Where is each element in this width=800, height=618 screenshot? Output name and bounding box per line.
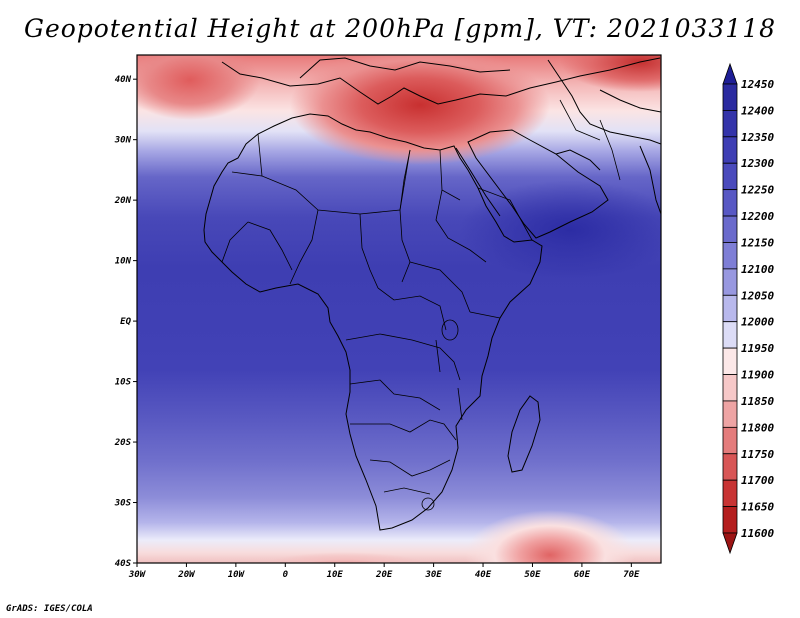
lat-tick-label: 10N bbox=[115, 257, 132, 267]
colorbar-label: 12400 bbox=[741, 104, 774, 117]
colorbar-label: 11800 bbox=[741, 421, 774, 434]
colorbar-segment bbox=[722, 110, 738, 138]
longitude-axis: 30W 20W 10W 0 10E 20E 30E 40E 50E 60E 70E bbox=[128, 563, 640, 580]
colorbar-segment bbox=[722, 215, 738, 243]
colorbar-segment bbox=[722, 242, 738, 270]
lon-tick-label: 60E bbox=[574, 570, 591, 580]
colorbar: 12450 12400 12350 12300 12250 12200 12150 12100… bbox=[722, 62, 774, 555]
colorbar-label: 11950 bbox=[741, 342, 774, 355]
map-title: Geopotential Height at 200hPa [gpm], VT:… bbox=[23, 14, 777, 43]
lat-tick-label: EQ bbox=[120, 317, 131, 327]
colorbar-segment bbox=[722, 506, 738, 534]
colorbar-segment bbox=[722, 426, 738, 455]
colorbar-label: 12450 bbox=[741, 78, 774, 91]
lon-tick-label: 10E bbox=[327, 570, 344, 580]
colorbar-label: 11900 bbox=[741, 369, 774, 382]
colorbar-bottom-arrow bbox=[722, 532, 738, 555]
colorbar-label: 11600 bbox=[741, 527, 774, 540]
colorbar-label: 12250 bbox=[741, 184, 774, 197]
lon-tick-label: 70E bbox=[623, 570, 640, 580]
colorbar-segment bbox=[722, 479, 738, 507]
colorbar-segment bbox=[722, 294, 738, 323]
colorbar-label: 12000 bbox=[741, 316, 774, 329]
lon-tick-label: 10W bbox=[228, 570, 246, 580]
coastlines bbox=[203, 57, 661, 531]
colorbar-label: 12100 bbox=[741, 263, 774, 276]
lat-tick-label: 20S bbox=[114, 438, 132, 448]
grads-credit: GrADS: IGES/COLA bbox=[6, 604, 93, 614]
lakes bbox=[421, 319, 463, 511]
lat-tick-label: 30S bbox=[114, 499, 132, 509]
lon-tick-label: 0 bbox=[283, 570, 289, 580]
colorbar-segment bbox=[722, 374, 738, 402]
lat-tick-label: 30N bbox=[114, 136, 132, 146]
colorbar-segment bbox=[722, 321, 738, 349]
colorbar-label: 12150 bbox=[741, 236, 774, 249]
map-frame bbox=[136, 54, 662, 564]
lon-tick-label: 30E bbox=[424, 570, 442, 580]
colorbar-segment bbox=[722, 453, 738, 481]
lat-tick-label: 10S bbox=[115, 378, 132, 388]
colorbar-segment bbox=[722, 347, 738, 375]
lon-tick-label: 30W bbox=[128, 570, 147, 580]
lon-tick-label: 40E bbox=[475, 570, 492, 580]
colorbar-segment bbox=[722, 136, 738, 164]
country-borders bbox=[221, 99, 621, 495]
colorbar-label: 11700 bbox=[741, 474, 774, 487]
colorbar-label: 12350 bbox=[741, 131, 774, 144]
colorbar-top-arrow bbox=[722, 62, 738, 85]
colorbar-segment bbox=[722, 189, 738, 217]
colorbar-segment bbox=[722, 83, 738, 111]
lat-tick-label: 40S bbox=[115, 559, 132, 569]
colorbar-label: 11850 bbox=[741, 395, 774, 408]
height-field bbox=[137, 55, 661, 563]
colorbar-segment bbox=[722, 400, 738, 428]
lon-tick-label: 50E bbox=[524, 570, 541, 580]
colorbar-label: 12200 bbox=[741, 210, 774, 223]
colorbar-segment bbox=[722, 162, 738, 191]
lon-tick-label: 20W bbox=[177, 570, 196, 580]
lon-tick-label: 20E bbox=[375, 570, 393, 580]
colorbar-label: 11650 bbox=[741, 501, 774, 514]
latitude-axis: 40N 30N 20N 10N EQ 10S 20S 30S 40S bbox=[114, 75, 137, 569]
lat-tick-label: 40N bbox=[115, 75, 132, 85]
colorbar-label: 12050 bbox=[741, 289, 774, 302]
colorbar-label: 11750 bbox=[741, 448, 774, 461]
lat-tick-label: 20N bbox=[114, 196, 132, 206]
colorbar-label: 12300 bbox=[741, 157, 774, 170]
colorbar-segment bbox=[722, 268, 738, 296]
